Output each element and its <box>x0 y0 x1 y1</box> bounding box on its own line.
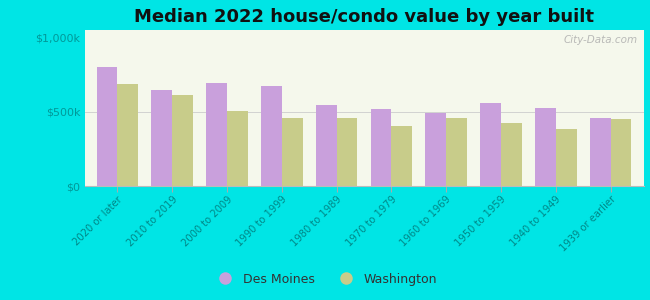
Bar <box>282 118 303 186</box>
Bar <box>556 129 577 186</box>
Bar <box>590 118 610 186</box>
Bar <box>316 105 337 186</box>
Bar <box>337 118 358 186</box>
Bar <box>206 83 227 186</box>
Bar <box>97 67 118 186</box>
Bar <box>391 126 412 186</box>
Bar <box>370 109 391 186</box>
Bar <box>118 84 138 186</box>
Bar <box>261 86 282 186</box>
Title: Median 2022 house/condo value by year built: Median 2022 house/condo value by year bu… <box>134 8 594 26</box>
Legend: Des Moines, Washington: Des Moines, Washington <box>208 268 442 291</box>
Bar <box>535 108 556 186</box>
Bar <box>480 103 501 186</box>
Bar <box>501 123 522 186</box>
Bar <box>446 118 467 186</box>
Bar <box>425 113 446 186</box>
Bar <box>151 90 172 186</box>
Text: City-Data.com: City-Data.com <box>564 35 638 45</box>
Bar <box>227 111 248 186</box>
Bar <box>172 94 193 186</box>
Bar <box>610 119 631 186</box>
